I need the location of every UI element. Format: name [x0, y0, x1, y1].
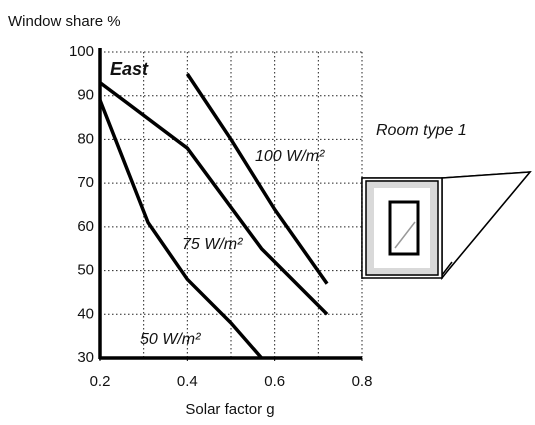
series-line — [98, 81, 329, 316]
y-tick-label: 100 — [69, 43, 94, 60]
y-tick-label: 70 — [77, 174, 94, 191]
x-axis-title: Solar factor g — [185, 401, 274, 418]
line-label: 50 W/m² — [140, 331, 201, 348]
y-tick-label: 30 — [77, 349, 94, 366]
y-tick-label: 60 — [77, 218, 94, 235]
series-line — [185, 72, 329, 285]
x-tick-label: 0.4 — [177, 373, 198, 390]
x-tick-label: 0.2 — [90, 373, 111, 390]
panel-label: East — [110, 59, 149, 79]
line-label: 75 W/m² — [182, 236, 243, 253]
y-tick-label: 90 — [77, 87, 94, 104]
room-label: Room type 1 — [376, 122, 467, 139]
x-tick-label: 0.6 — [264, 373, 285, 390]
y-tick-label: 40 — [77, 305, 94, 322]
y-tick-label: 80 — [77, 130, 94, 147]
y-axis-title: Window share % — [8, 13, 121, 30]
x-tick-label: 0.8 — [352, 373, 373, 390]
line-label: 100 W/m² — [255, 148, 325, 165]
series-line — [98, 99, 263, 360]
room-sketch — [361, 171, 532, 281]
y-tick-label: 50 — [77, 262, 94, 279]
